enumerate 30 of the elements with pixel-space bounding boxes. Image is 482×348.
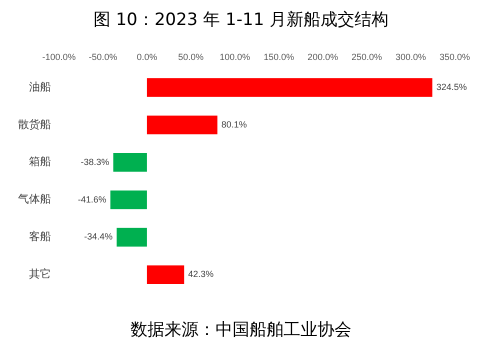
x-tick-label: 150.0% bbox=[264, 52, 294, 62]
y-tick-label: 其它 bbox=[29, 268, 51, 281]
data-label: -34.4% bbox=[84, 232, 113, 242]
y-tick-label: 客船 bbox=[29, 230, 51, 244]
bar bbox=[113, 153, 147, 172]
x-tick-label: 300.0% bbox=[396, 52, 426, 62]
x-tick-label: 200.0% bbox=[308, 52, 338, 62]
y-tick-label: 箱船 bbox=[29, 155, 51, 168]
chart-title: 图 10：2023 年 1-11 月新船成交结构 bbox=[92, 9, 390, 32]
x-tick-label: 0.0% bbox=[136, 52, 158, 62]
bar bbox=[146, 265, 184, 284]
x-tick-label: 350.0% bbox=[439, 52, 470, 62]
x-tick-label: -100.0% bbox=[42, 52, 76, 62]
bar bbox=[116, 228, 147, 247]
data-label: 80.1% bbox=[221, 119, 247, 130]
x-tick-label: 50.0% bbox=[178, 52, 204, 62]
data-label: -38.3% bbox=[80, 156, 110, 167]
x-tick-label: 250.0% bbox=[352, 52, 382, 62]
data-label: -41.6% bbox=[78, 194, 106, 204]
bar bbox=[146, 78, 432, 97]
y-tick-label: 散货船 bbox=[18, 118, 51, 131]
bar bbox=[146, 116, 218, 134]
y-tick-label: 油船 bbox=[29, 80, 51, 94]
x-tick-label: -50.0% bbox=[88, 52, 118, 62]
source-note: 数据来源：中国船舶工业协会 bbox=[130, 319, 352, 341]
x-tick-label: 100.0% bbox=[220, 52, 250, 62]
data-label: 42.3% bbox=[188, 269, 214, 280]
bar bbox=[110, 190, 147, 210]
data-label: 324.5% bbox=[436, 82, 467, 92]
y-tick-label: 气体船 bbox=[18, 192, 51, 206]
